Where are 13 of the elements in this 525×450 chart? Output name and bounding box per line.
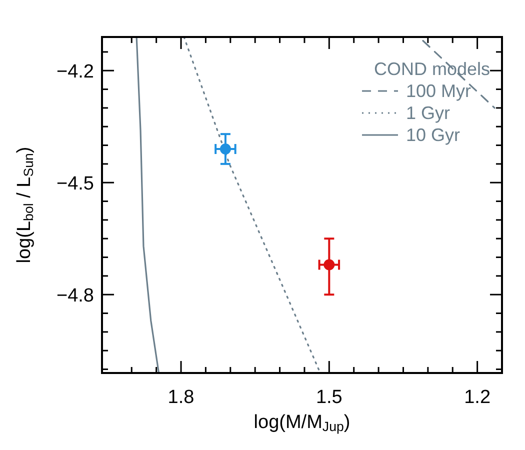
legend-label: 1 Gyr <box>406 103 450 123</box>
x-axis-title: log(M/M$_{Jup}$) <box>254 412 350 434</box>
legend-title: COND models <box>374 59 490 79</box>
x-tick-label: 1.5 <box>316 387 342 408</box>
y-tick-label: −4.2 <box>56 62 94 83</box>
legend-label: 10 Gyr <box>406 125 460 145</box>
line-series <box>183 37 322 373</box>
x-tick-label: 1.2 <box>464 387 491 408</box>
y-tick-label: −4.8 <box>56 286 94 307</box>
line-series <box>136 37 160 373</box>
legend-label: 100 Myr <box>406 81 472 101</box>
x-tick-label: 1.8 <box>168 387 194 408</box>
y-tick-label: −4.5 <box>56 174 94 195</box>
